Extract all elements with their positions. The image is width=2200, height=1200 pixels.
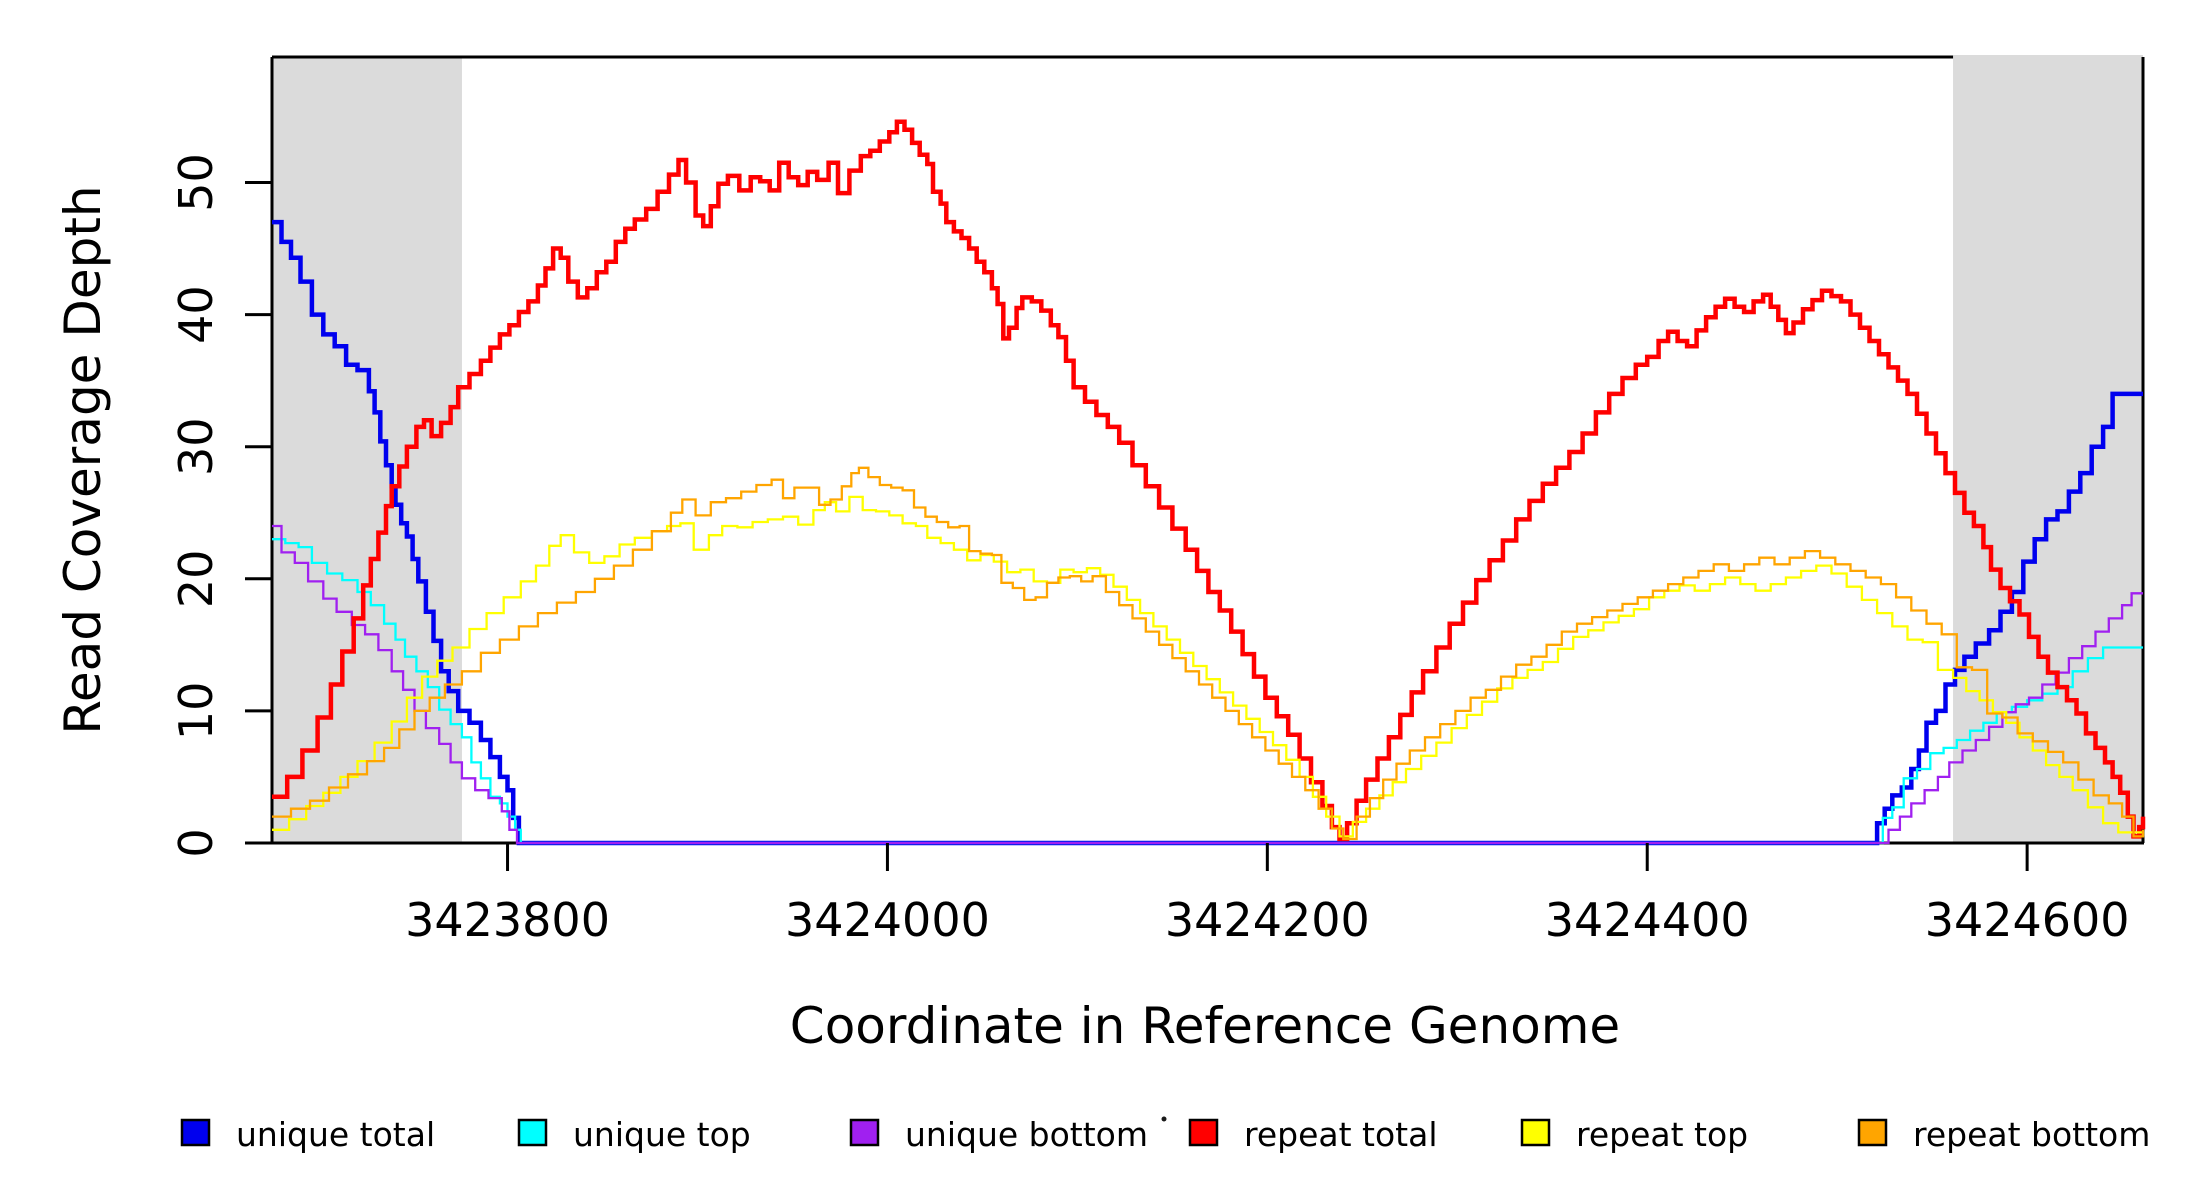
series-line-unique-top bbox=[272, 538, 2143, 845]
x-tick-label: 3424200 bbox=[1165, 893, 1370, 947]
series-line-unique-total bbox=[272, 219, 2143, 846]
legend-label: repeat total bbox=[1244, 1115, 1438, 1154]
x-tick-label: 3424600 bbox=[1925, 893, 2130, 947]
legend-item-repeat-total: repeat total bbox=[1188, 1115, 1438, 1154]
y-tick-label: 50 bbox=[169, 153, 223, 212]
legend-item-repeat-bottom: repeat bottom bbox=[1857, 1115, 2150, 1154]
legend-label: repeat bottom bbox=[1913, 1115, 2150, 1154]
legend-swatch bbox=[1857, 1118, 1888, 1147]
legend-label: repeat top bbox=[1576, 1115, 1748, 1154]
y-tick-label: 20 bbox=[169, 550, 223, 609]
y-tick-label: 10 bbox=[169, 682, 223, 741]
legend-swatch bbox=[1520, 1118, 1551, 1147]
legend-swatch bbox=[1188, 1118, 1219, 1147]
series-line-repeat-bottom bbox=[272, 466, 2145, 841]
axes: 3423800 3424000 3424200 3424400 3424600 0 10 20… bbox=[54, 153, 2130, 1055]
legend: unique total unique top unique bottom repea… bbox=[180, 1115, 2150, 1154]
legend-item-unique-top: unique top bbox=[517, 1115, 751, 1154]
y-tick-label: 30 bbox=[169, 417, 223, 476]
legend-item-unique-bottom: unique bottom bbox=[849, 1115, 1148, 1154]
x-axis-title: Coordinate in Reference Genome bbox=[790, 997, 1620, 1055]
series-line-repeat-top bbox=[272, 495, 2145, 838]
series-line-repeat-total bbox=[272, 119, 2146, 842]
legend-swatch bbox=[180, 1118, 211, 1147]
legend-label: unique bottom bbox=[905, 1115, 1148, 1154]
legend-label: unique top bbox=[573, 1115, 751, 1154]
x-tick-label: 3423800 bbox=[405, 893, 610, 947]
stray-mark bbox=[1161, 1116, 1167, 1122]
legend-swatch bbox=[849, 1118, 880, 1147]
y-tick-label: 0 bbox=[169, 828, 223, 857]
x-tick-label: 3424000 bbox=[785, 893, 990, 947]
legend-swatch bbox=[517, 1118, 548, 1147]
series-lines bbox=[272, 119, 2146, 846]
shaded-region-right bbox=[1953, 55, 2143, 843]
y-tick-label: 40 bbox=[169, 285, 223, 344]
shaded-region-left bbox=[272, 58, 462, 843]
legend-item-repeat-top: repeat top bbox=[1520, 1115, 1748, 1154]
x-tick-label: 3424400 bbox=[1545, 893, 1750, 947]
y-axis-title: Read Coverage Depth bbox=[54, 185, 112, 734]
legend-label: unique total bbox=[236, 1115, 435, 1154]
legend-item-unique-total: unique total bbox=[180, 1115, 435, 1154]
